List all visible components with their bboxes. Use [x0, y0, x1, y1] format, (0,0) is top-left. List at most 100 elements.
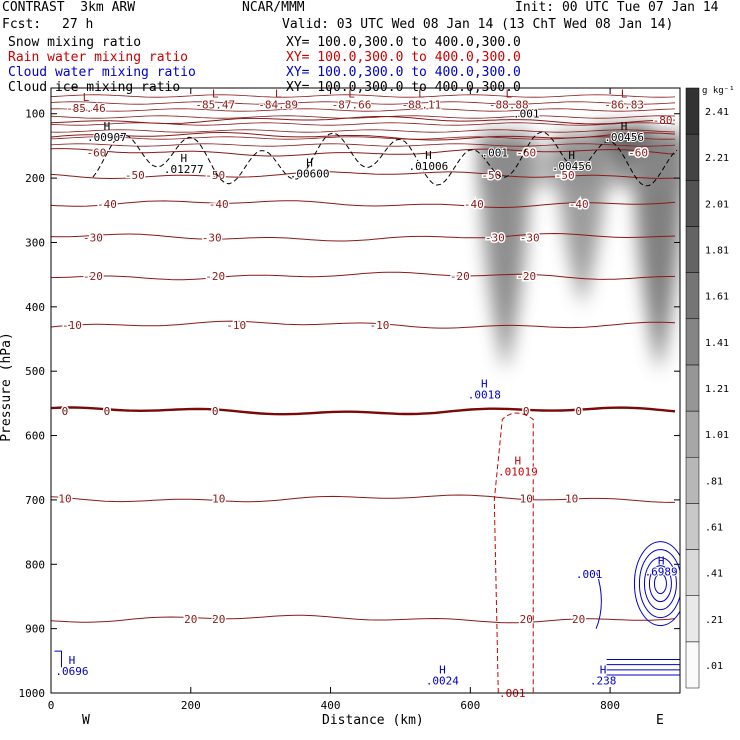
contour-label: 0 — [575, 405, 582, 418]
extremum-value: .0024 — [426, 675, 459, 688]
colorbar-label: 1.01 — [705, 430, 729, 441]
colorbar-swatch — [685, 503, 700, 550]
extremum-value: .6989 — [645, 565, 678, 578]
cloud-water-contour — [653, 573, 667, 595]
forecast-label: Fcst: — [2, 17, 42, 32]
extremum-marker: H — [425, 149, 432, 162]
contour-label: -80 — [653, 114, 673, 127]
contour-label: -30 — [520, 231, 540, 244]
contour-label: -50 — [481, 169, 501, 182]
colorbar-label: .81 — [705, 476, 723, 487]
snow-plume — [633, 133, 680, 372]
colorbar-label: 1.61 — [705, 292, 729, 303]
x-axis-west-label: W — [82, 713, 90, 728]
y-tick-label: 800 — [25, 558, 45, 571]
field-label-cloud-water: Cloud water mixing ratio — [8, 65, 196, 80]
contour-label: 10 — [565, 493, 578, 506]
cloud-water-contour — [54, 650, 62, 668]
extremum-value: .01006 — [409, 160, 449, 173]
plot-frame — [50, 87, 681, 694]
contour-label: -60 — [628, 146, 648, 159]
x-tick-label: 600 — [460, 699, 480, 712]
extremum-value: .0696 — [55, 665, 88, 678]
y-axis-title: Pressure (hPa) — [0, 332, 14, 442]
colorbar-label: 1.81 — [705, 246, 729, 257]
colorbar-swatch — [685, 364, 700, 412]
x-tick-label: 200 — [181, 699, 201, 712]
colorbar-swatch — [685, 87, 700, 135]
colorbar-swatch — [685, 272, 700, 320]
y-tick-label: 700 — [25, 494, 45, 507]
colorbar-swatch — [685, 318, 700, 366]
cloud-water-contour — [643, 557, 677, 611]
valid-time: Valid: 03 UTC Wed 08 Jan 14 (13 ChT Wed … — [282, 17, 674, 32]
extremum-value: -85.47 — [195, 99, 235, 112]
temperature-contour-line — [51, 614, 676, 624]
rain-water-contour — [493, 412, 534, 693]
x-tick-label: 400 — [321, 699, 341, 712]
colorbar-swatch — [685, 456, 700, 504]
contour-label: -50 — [205, 169, 225, 182]
extremum-value: .01277 — [164, 163, 204, 176]
temperature-contour-line — [51, 171, 676, 180]
extremum-marker: H — [306, 157, 313, 170]
extremum-marker: H — [515, 455, 522, 468]
extremum-marker: H — [658, 554, 665, 567]
cloud-water-contour — [633, 541, 680, 627]
contour-label: -50 — [555, 169, 575, 182]
contour-label: -40 — [569, 198, 589, 211]
stratosphere-contour-line — [51, 94, 676, 98]
extremum-value: -84.89 — [258, 99, 298, 112]
y-tick-label: 300 — [25, 236, 45, 249]
xy-range-snow: XY= 100.0,300.0 to 400.0,300.0 — [286, 35, 521, 50]
contour-label: -10 — [62, 319, 82, 332]
y-tick-label: 1000 — [19, 687, 46, 700]
extremum-value: .238 — [590, 675, 617, 688]
y-tick-label: 500 — [25, 365, 45, 378]
temperature-contour-line — [51, 132, 676, 141]
snow-plume — [479, 133, 532, 372]
stratosphere-contour-line — [51, 122, 676, 126]
contour-label: 20 — [184, 613, 197, 626]
cloud-water-contour — [595, 570, 602, 629]
extremum-value: .00456 — [552, 160, 592, 173]
stratosphere-contour-line — [51, 108, 676, 112]
colorbar-label: 2.21 — [705, 153, 729, 164]
colorbar-label: 1.21 — [705, 384, 729, 395]
contour-label: 0 — [62, 405, 69, 418]
contour-label: 20 — [572, 613, 585, 626]
temperature-contour-line — [51, 406, 676, 416]
stratosphere-contour-line — [51, 129, 676, 133]
extremum-value: -87.66 — [332, 99, 372, 112]
colorbar-label: 2.01 — [705, 199, 729, 210]
temperature-contour-line — [51, 271, 676, 281]
colorbar-swatch — [685, 133, 700, 181]
contour-label: -30 — [485, 231, 505, 244]
colorbar-swatch — [685, 180, 700, 227]
x-tick-label: 0 — [48, 699, 55, 712]
contour-label: -60 — [86, 146, 106, 159]
xy-range-rain: XY= 100.0,300.0 to 400.0,300.0 — [286, 50, 521, 65]
y-tick-label: 400 — [25, 301, 45, 314]
extremum-value: .0018 — [468, 388, 501, 401]
stratosphere-contour-line — [51, 136, 676, 140]
contour-label: 0 — [212, 405, 219, 418]
y-tick-label: 200 — [25, 172, 45, 185]
project-title: CONTRAST 3km ARW — [2, 0, 136, 15]
contour-label: -10 — [226, 319, 246, 332]
extremum-marker: H — [180, 152, 187, 165]
contour-label: 10 — [520, 493, 533, 506]
colorbar-label: .01 — [705, 661, 723, 672]
org-name: NCAR/MMM — [242, 0, 305, 15]
extremum-marker: H — [439, 664, 446, 677]
contour-label: -20 — [205, 270, 225, 283]
xy-range-cloud-water: XY= 100.0,300.0 to 400.0,300.0 — [286, 65, 521, 80]
extremum-value: -86.83 — [604, 99, 644, 112]
temperature-contour-line — [51, 116, 675, 125]
colorbar-unit: g kg⁻¹ — [702, 86, 735, 96]
colorbar-swatch — [685, 226, 700, 273]
extremum-value: .00600 — [290, 168, 330, 181]
contour-label: -10 — [370, 319, 390, 332]
extremum-value: -88.88 — [489, 99, 529, 112]
